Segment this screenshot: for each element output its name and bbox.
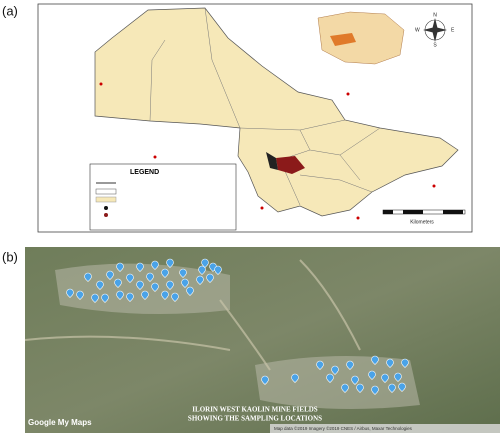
sampling-pin — [326, 373, 334, 383]
sampling-pin — [371, 385, 379, 395]
sampling-pin — [381, 373, 389, 383]
sampling-pin — [179, 268, 187, 278]
panel-label: (b) — [2, 249, 18, 264]
state-marker — [153, 155, 157, 159]
sampling-pin — [386, 358, 394, 368]
legend-title: LEGEND — [130, 169, 159, 176]
nigeria-inset — [317, 11, 405, 65]
compass — [423, 18, 447, 42]
sampling-pin — [291, 373, 299, 383]
ilorin-south — [276, 156, 305, 174]
state-marker — [99, 82, 103, 86]
sampling-pin — [136, 280, 144, 290]
sampling-pin — [161, 268, 169, 278]
sampling-pin — [331, 365, 339, 375]
kwara-state — [94, 7, 459, 217]
sampling-pin — [151, 260, 159, 270]
sampling-pin — [214, 265, 222, 275]
ilorin-west — [266, 152, 278, 170]
sampling-pin — [96, 280, 104, 290]
sampling-pin — [186, 286, 194, 296]
sampling-pin — [166, 280, 174, 290]
sampling-pin — [388, 383, 396, 393]
sampling-pin — [356, 383, 364, 393]
image-title: ILORIN WEST KAOLIN MINE FIELDS — [192, 406, 317, 414]
sampling-pin — [166, 258, 174, 268]
sampling-pin — [398, 382, 406, 392]
mine-area — [55, 263, 230, 314]
sampling-pin — [316, 360, 324, 370]
sampling-pin — [371, 355, 379, 365]
panel-label: (a) — [2, 3, 18, 18]
sampling-pin — [198, 265, 206, 275]
sampling-pin — [394, 372, 402, 382]
sampling-pin — [126, 273, 134, 283]
lga-boundaries — [149, 7, 381, 206]
sampling-pin — [106, 270, 114, 280]
sampling-pin — [368, 370, 376, 380]
state-marker — [432, 184, 436, 188]
sampling-pin — [126, 292, 134, 302]
state-marker — [356, 216, 360, 220]
sampling-pin — [351, 375, 359, 385]
legend-symbol — [95, 188, 117, 195]
sampling-pin — [116, 290, 124, 300]
compass-label: W — [415, 27, 420, 33]
compass-label: S — [433, 42, 437, 48]
sampling-pin — [101, 293, 109, 303]
image-title: SHOWING THE SAMPLING LOCATIONS — [188, 415, 322, 423]
state-marker — [260, 206, 264, 210]
sampling-pin — [341, 383, 349, 393]
sampling-pin — [114, 278, 122, 288]
sampling-pin — [91, 293, 99, 303]
roads — [24, 259, 361, 371]
sampling-pin — [171, 292, 179, 302]
sampling-pin — [261, 375, 269, 385]
sampling-pin — [116, 262, 124, 272]
legend-symbol — [104, 213, 108, 217]
sampling-pin — [206, 273, 214, 283]
attribution: Map data ©2019 Imagery ©2019 CNES / Airb… — [274, 425, 413, 431]
sampling-pin — [181, 278, 189, 288]
sampling-pin — [76, 290, 84, 300]
attribution-bg — [270, 424, 500, 433]
sampling-pin — [201, 258, 209, 268]
sampling-pin — [136, 262, 144, 272]
sampling-pin — [151, 282, 159, 292]
brand: Google My Maps — [28, 418, 92, 427]
sampling-pin — [196, 275, 204, 285]
mine-area — [255, 356, 420, 409]
scale-bar — [382, 209, 466, 215]
sampling-pin — [346, 360, 354, 370]
sampling-pin — [401, 358, 409, 368]
compass-label: E — [451, 27, 455, 33]
legend-symbol — [95, 196, 117, 203]
scale-unit: Kilometers — [410, 219, 434, 225]
sampling-pin — [161, 290, 169, 300]
state-marker — [346, 92, 350, 96]
compass-label: N — [433, 12, 437, 18]
legend-symbol — [104, 206, 108, 210]
inset-kwara — [330, 33, 356, 46]
sampling-pin — [141, 290, 149, 300]
sampling-pin — [84, 272, 92, 282]
sampling-pin — [146, 272, 154, 282]
sampling-pin — [66, 288, 74, 298]
